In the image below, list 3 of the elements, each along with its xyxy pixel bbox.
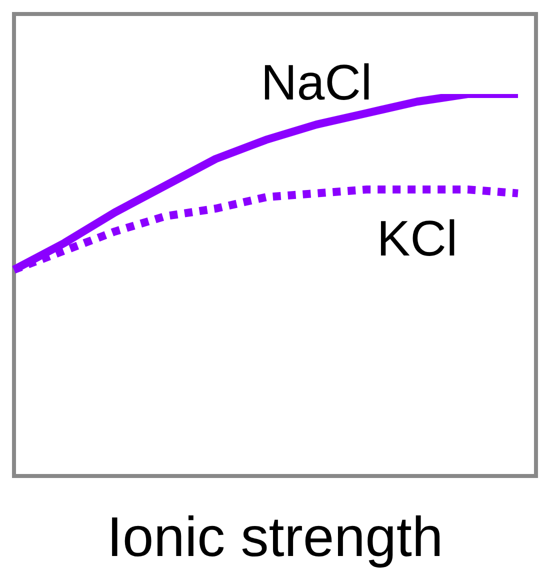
x-axis-title: Ionic strength	[106, 505, 444, 568]
series-label: NaCl	[260, 54, 372, 111]
series-label: KCl	[376, 210, 458, 266]
